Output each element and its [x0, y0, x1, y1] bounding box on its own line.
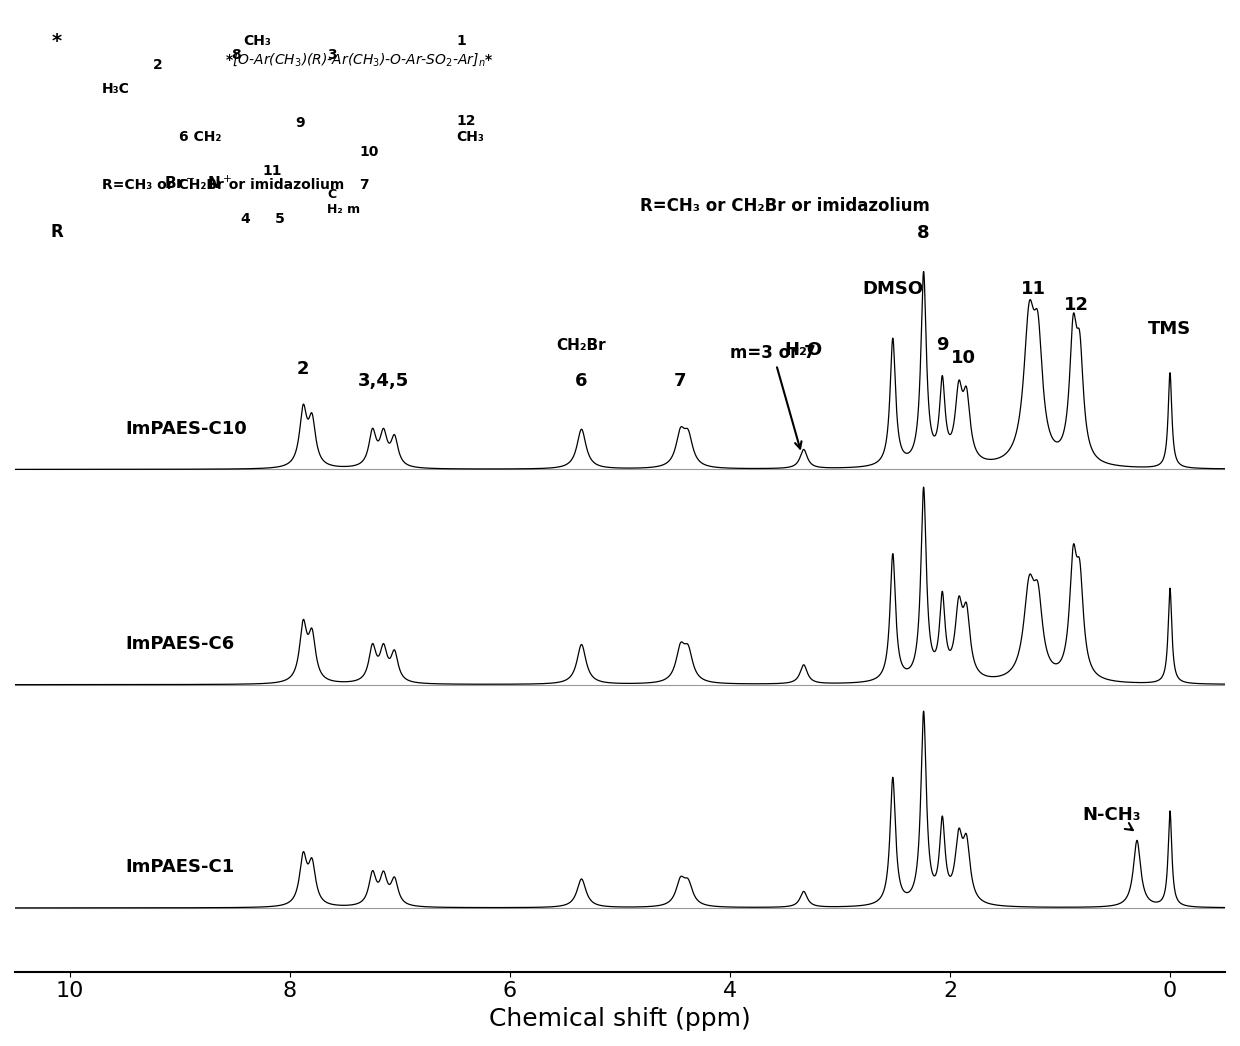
Text: 11: 11 — [263, 164, 283, 178]
Text: R: R — [50, 224, 63, 242]
Text: 9: 9 — [936, 336, 949, 354]
Text: N-CH₃: N-CH₃ — [1083, 806, 1141, 831]
Text: 11: 11 — [1021, 280, 1047, 298]
Text: 7: 7 — [360, 178, 370, 192]
Text: $\bf{*}$: $\bf{*}$ — [51, 30, 62, 49]
Text: R=CH₃ or CH₂Br or imidazolium: R=CH₃ or CH₂Br or imidazolium — [640, 198, 930, 215]
Text: 12
CH₃: 12 CH₃ — [456, 114, 484, 144]
Text: 6: 6 — [575, 371, 588, 390]
Text: 10: 10 — [951, 348, 976, 366]
Text: Br$^-$  N$^+$: Br$^-$ N$^+$ — [164, 175, 233, 192]
Text: TMS: TMS — [1148, 320, 1192, 338]
Text: 8: 8 — [231, 48, 241, 63]
Text: ImPAES-C10: ImPAES-C10 — [125, 419, 247, 437]
Text: 3,4,5: 3,4,5 — [358, 371, 409, 390]
Text: C
H₂ m: C H₂ m — [327, 188, 361, 217]
Text: 1: 1 — [456, 33, 466, 48]
Text: 2: 2 — [154, 58, 162, 72]
Text: $\bf{*}$[O-Ar(CH$_3$)(R)-Ar(CH$_3$)-O-Ar-SO$_2$-Ar]$_n$$\bf{*}$: $\bf{*}$[O-Ar(CH$_3$)(R)-Ar(CH$_3$)-O-Ar… — [226, 51, 494, 68]
Text: 4     5: 4 5 — [241, 212, 285, 226]
Text: DMSO: DMSO — [862, 280, 924, 298]
Text: H₃C: H₃C — [102, 82, 129, 96]
Text: ImPAES-C1: ImPAES-C1 — [125, 858, 234, 877]
Text: R=CH₃ or CH₂Br or imidazolium: R=CH₃ or CH₂Br or imidazolium — [102, 178, 343, 192]
Text: H₂O: H₂O — [785, 341, 823, 359]
Text: 12: 12 — [1064, 296, 1089, 314]
Text: 8: 8 — [918, 224, 930, 243]
Text: 6 CH₂: 6 CH₂ — [179, 130, 222, 144]
Text: 7: 7 — [675, 371, 687, 390]
Text: 9: 9 — [295, 116, 305, 130]
X-axis label: Chemical shift (ppm): Chemical shift (ppm) — [489, 1007, 751, 1031]
Text: 2: 2 — [296, 360, 310, 378]
Text: CH₂Br: CH₂Br — [557, 338, 606, 353]
Text: m=3 or 7: m=3 or 7 — [730, 344, 816, 449]
Text: 3: 3 — [327, 48, 337, 63]
Text: ImPAES-C6: ImPAES-C6 — [125, 635, 234, 653]
Text: 10: 10 — [360, 144, 379, 159]
Text: CH₃: CH₃ — [243, 33, 272, 48]
